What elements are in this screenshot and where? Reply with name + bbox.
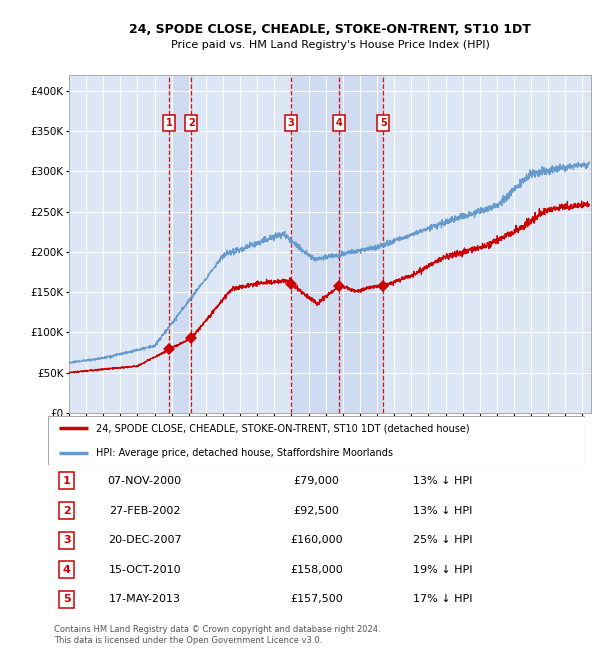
Text: Price paid vs. HM Land Registry's House Price Index (HPI): Price paid vs. HM Land Registry's House … [170, 40, 490, 51]
Text: 5: 5 [63, 595, 71, 604]
Text: 3: 3 [63, 535, 71, 545]
Text: 4: 4 [63, 565, 71, 575]
Text: 5: 5 [380, 118, 387, 128]
Text: £158,000: £158,000 [290, 565, 343, 575]
Text: 3: 3 [287, 118, 295, 128]
Text: 2: 2 [188, 118, 195, 128]
Text: 4: 4 [336, 118, 343, 128]
Text: 17-MAY-2013: 17-MAY-2013 [109, 595, 181, 604]
Bar [172, 75, 191, 413]
Text: 25% ↓ HPI: 25% ↓ HPI [413, 535, 472, 545]
Text: £160,000: £160,000 [290, 535, 343, 545]
Text: 24, SPODE CLOSE, CHEADLE, STOKE-ON-TRENT, ST10 1DT (detached house): 24, SPODE CLOSE, CHEADLE, STOKE-ON-TRENT… [97, 423, 470, 433]
Text: 13% ↓ HPI: 13% ↓ HPI [413, 506, 472, 515]
Text: 15-OCT-2010: 15-OCT-2010 [109, 565, 181, 575]
Text: £79,000: £79,000 [293, 476, 340, 486]
Bar [291, 75, 383, 413]
Text: 07-NOV-2000: 07-NOV-2000 [107, 476, 182, 486]
Text: 24, SPODE CLOSE, CHEADLE, STOKE-ON-TRENT, ST10 1DT: 24, SPODE CLOSE, CHEADLE, STOKE-ON-TRENT… [129, 23, 531, 36]
Text: 20-DEC-2007: 20-DEC-2007 [108, 535, 181, 545]
Text: £92,500: £92,500 [293, 506, 340, 515]
Text: 17% ↓ HPI: 17% ↓ HPI [413, 595, 472, 604]
Text: 2: 2 [63, 506, 71, 515]
Text: 1: 1 [63, 476, 71, 486]
Text: 27-FEB-2002: 27-FEB-2002 [109, 506, 181, 515]
Text: Contains HM Land Registry data © Crown copyright and database right 2024.
This d: Contains HM Land Registry data © Crown c… [54, 625, 380, 645]
Text: 1: 1 [166, 118, 172, 128]
Text: 13% ↓ HPI: 13% ↓ HPI [413, 476, 472, 486]
Text: HPI: Average price, detached house, Staffordshire Moorlands: HPI: Average price, detached house, Staf… [97, 448, 394, 458]
Text: £157,500: £157,500 [290, 595, 343, 604]
Text: 19% ↓ HPI: 19% ↓ HPI [413, 565, 472, 575]
